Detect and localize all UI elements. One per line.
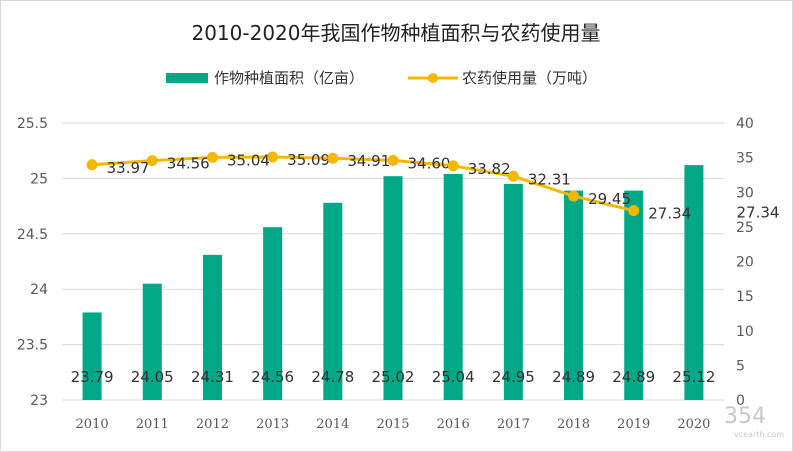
y-right-tick-label: 10 [736,324,754,340]
watermark-site: vcearth.com [734,430,784,439]
x-tick-label: 2017 [497,417,530,432]
line-value-label: 34.91 [347,152,390,170]
bar-value-label: 24.56 [251,368,294,386]
bar [624,190,644,400]
line-point [327,152,339,164]
line-point [568,190,580,202]
y-left-tick-label: 25 [30,171,48,187]
y-right-tick-label: 20 [736,255,754,271]
bar-value-label: 24.89 [552,368,595,386]
y-left-tick-label: 23.5 [17,338,48,354]
line-point [447,160,459,172]
bar-series: 23.79 24.05 24.31 24.56 24.78 25.02 25.04 24.95… [71,165,715,400]
y-axis-right: 0 5 10 15 20 25 30 35 40 [736,116,754,409]
x-tick-label: 2014 [316,417,349,432]
y-right-tick-label: 30 [736,185,754,201]
x-tick-label: 2011 [136,417,169,432]
y-right-tick-label: 5 [736,358,745,374]
bar-value-label: 24.89 [612,368,655,386]
line-point [146,155,158,167]
bar [503,183,523,400]
y-left-tick-label: 25.5 [17,116,48,132]
x-tick-label: 2012 [196,417,229,432]
y-right-tick-label: 15 [736,289,754,305]
x-tick-label: 2018 [557,417,590,432]
bar [263,227,283,400]
bar [142,283,162,400]
watermark: 354 vcearth.com [724,404,784,439]
legend-bar-swatch [166,73,208,83]
line-value-label: 27.34 [737,204,780,222]
line-point [387,154,399,166]
x-tick-label: 2019 [617,417,650,432]
bar [564,190,584,400]
line-point [86,159,98,171]
bar-value-label: 25.04 [432,368,475,386]
legend-bar-label: 作物种植面积（亿亩） [214,69,364,87]
y-axis-left: 23 23.5 24 24.5 25 25.5 [17,116,48,409]
chart-title: 2010-2020年我国作物种植面积与农药使用量 [191,21,600,45]
x-tick-label: 2016 [437,417,470,432]
bar-value-label: 24.05 [131,368,174,386]
line-point [267,151,279,163]
x-tick-label: 2020 [677,417,710,432]
line-value-label: 32.31 [528,170,571,188]
y-right-tick-label: 25 [736,220,754,236]
bar [684,165,704,400]
bar [383,176,403,400]
y-right-tick-label: 35 [736,151,754,167]
line-value-label: 33.97 [107,159,150,177]
line-value-label: 34.56 [167,155,210,173]
bar-value-label: 25.02 [372,368,415,386]
bar [443,173,463,400]
x-tick-label: 2010 [76,417,109,432]
bar-value-label: 24.78 [311,368,354,386]
bar-value-label: 24.31 [191,368,234,386]
line-value-label: 34.60 [408,154,451,172]
line-path [91,155,635,213]
x-tick-label: 2013 [256,417,289,432]
legend: 作物种植面积（亿亩） 农药使用量（万吨） [166,69,597,87]
line-value-label: 35.09 [287,151,330,169]
watermark-logo: 354 [724,404,766,429]
y-right-tick-label: 0 [736,393,745,409]
line-value-label: 27.34 [648,205,691,223]
line-value-label: 33.82 [468,160,511,178]
bar-value-label: 23.79 [71,368,114,386]
bar-value-label: 24.95 [492,368,535,386]
x-tick-label: 2015 [376,417,409,432]
line-series: 33.97 34.56 35.04 35.09 34.91 34.60 33.82 32.31… [86,151,780,223]
bar-value-label: 25.12 [672,368,715,386]
legend-line-marker [428,73,438,83]
line-point [507,170,519,182]
bar [202,254,222,400]
bar [323,202,343,400]
line-point [206,151,218,163]
bar [82,312,102,400]
y-left-tick-label: 23 [30,393,48,409]
y-left-tick-label: 24 [30,282,48,298]
y-left-tick-label: 24.5 [17,227,48,243]
line-point [628,205,640,217]
legend-line-label: 农药使用量（万吨） [462,69,597,87]
line-value-label: 35.04 [227,151,270,169]
y-right-tick-label: 40 [736,116,754,132]
line-value-label: 29.45 [588,190,631,208]
x-axis: 2010 2011 2012 2013 2014 2015 2016 2017 2018 2019… [76,417,711,432]
